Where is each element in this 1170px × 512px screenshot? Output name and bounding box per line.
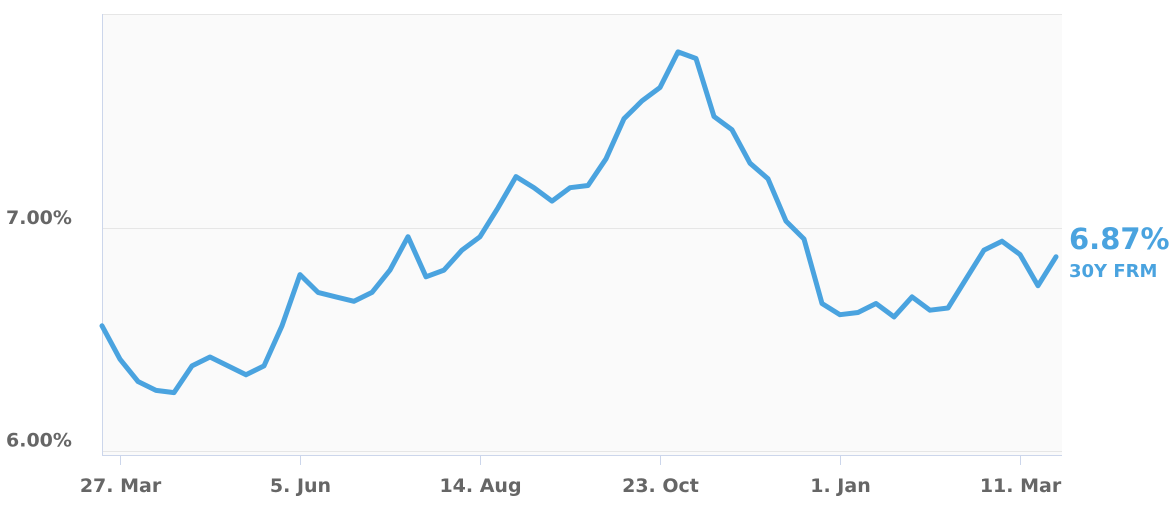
series-name-label: 30Y FRM [1069,261,1157,282]
plot-area [102,14,1062,455]
x-tick-label: 11. Mar [980,475,1062,497]
series-line-30y-frm [99,49,1059,396]
x-tick-label: 23. Oct [622,475,699,497]
gridlines [102,14,1062,452]
x-tick-label: 5. Jun [270,475,331,497]
x-axis-ticks: 27. Mar 5. Jun 14. Aug 23. Oct 1. Jan 11. Mar [80,455,1062,497]
y-tick-label: 7.00% [6,207,72,229]
last-value-label: 6.87% [1069,222,1170,256]
x-tick-label: 1. Jan [810,475,870,497]
x-tick-label: 14. Aug [439,475,521,497]
y-axis-ticks: 6.00% 7.00% [6,207,72,452]
y-tick-label: 6.00% [6,430,72,452]
x-tick-label: 27. Mar [80,475,162,497]
